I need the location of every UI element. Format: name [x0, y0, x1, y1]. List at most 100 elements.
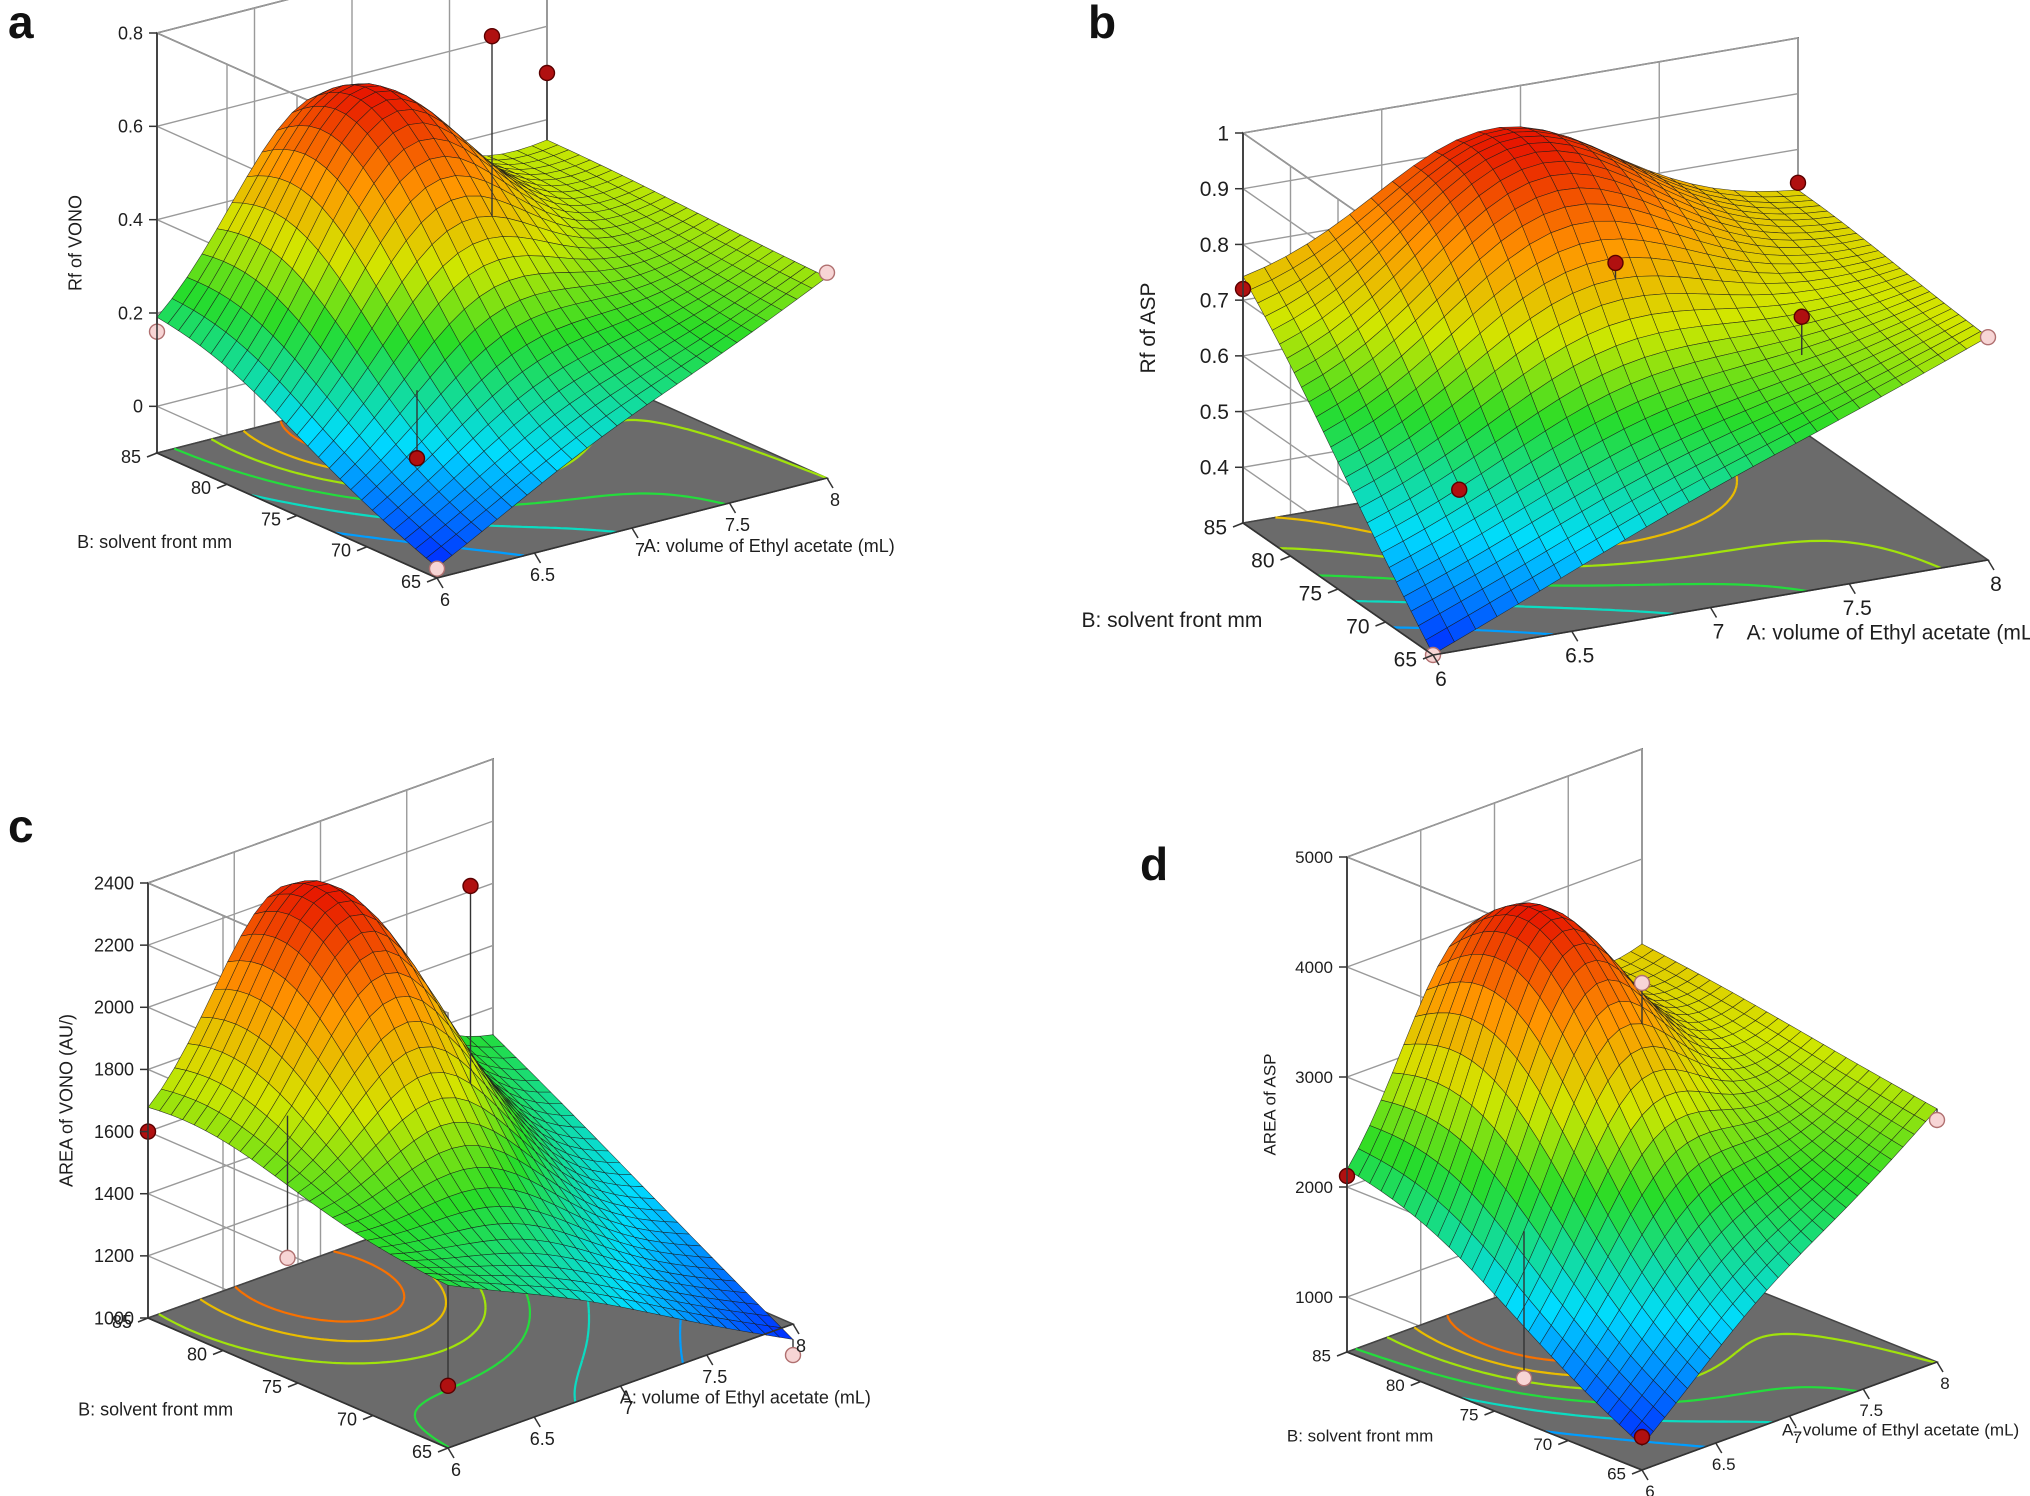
y-tick-mark [1280, 555, 1291, 561]
y-tick-mark [362, 1414, 374, 1421]
design-point-above [439, 1377, 457, 1395]
z-tick-label: 1800 [94, 1060, 134, 1080]
x-tick-label: 8 [796, 1336, 806, 1356]
z-tick-label: 0.6 [118, 117, 143, 137]
x-tick-label: 6 [1645, 1482, 1654, 1496]
x-tick-label: 8 [1940, 1374, 1949, 1393]
x-tick-label: 7.5 [1843, 597, 1872, 620]
design-point-below [1515, 1369, 1533, 1387]
x-tick-label: 6.5 [530, 565, 555, 585]
design-point-above [483, 27, 501, 45]
response-surface [156, 83, 828, 568]
z-tick-label: 5000 [1295, 848, 1333, 867]
x-tick-label: 6 [440, 590, 450, 610]
z-tick-label: 0.8 [118, 23, 143, 43]
y-tick-mark [216, 483, 228, 489]
x-tick-label: 6 [451, 1460, 461, 1480]
x-tick-mark [533, 1416, 541, 1428]
design-point-below [784, 1346, 802, 1364]
y-tick-label: 70 [1533, 1435, 1552, 1454]
y-tick-mark [146, 452, 158, 458]
panel-letter: b [1088, 0, 1116, 48]
panel-d: d1000200030004000500066.577.586570758085… [1140, 747, 2019, 1496]
y-tick-label: 65 [401, 572, 421, 592]
z-tick-label: 0.4 [1200, 457, 1230, 480]
x-tick-label: 7 [635, 540, 645, 560]
y-tick-label: 85 [1204, 517, 1227, 540]
design-point-below [1928, 1111, 1946, 1129]
response-surface [147, 880, 794, 1340]
x-tick-label: 8 [830, 490, 840, 510]
x-axis-label: A: volume of Ethyl acetate (mL) [644, 536, 895, 556]
x-tick-mark [792, 1323, 800, 1335]
y-axis-label: B: solvent front mm [1287, 1427, 1433, 1446]
design-point-above [1451, 481, 1468, 498]
y-tick-mark [1327, 588, 1339, 594]
y-axis-label: B: solvent front mm [78, 1399, 233, 1419]
x-tick-label: 7 [1713, 621, 1725, 644]
y-tick-mark [286, 514, 298, 521]
z-tick-label: 0.5 [1200, 401, 1229, 424]
x-tick-label: 8 [1990, 573, 2002, 596]
y-tick-mark [1631, 1469, 1643, 1475]
y-tick-mark [137, 1317, 149, 1323]
y-tick-mark [212, 1349, 224, 1356]
panel-letter: a [8, 0, 34, 48]
y-tick-label: 85 [1312, 1346, 1331, 1365]
z-tick-label: 1 [1217, 122, 1229, 145]
y-tick-label: 85 [112, 1312, 132, 1332]
x-tick-mark [1936, 1361, 1944, 1373]
x-tick-mark [1848, 583, 1856, 595]
design-point-above [462, 877, 479, 895]
y-tick-mark [1232, 522, 1244, 528]
x-axis-label: A: volume of Ethyl acetate (mL) [1782, 1421, 2019, 1440]
x-tick-label: 6.5 [1565, 644, 1594, 667]
contour-line [1545, 1430, 1706, 1448]
design-point-above [408, 450, 426, 467]
x-tick-mark [436, 577, 444, 589]
z-axis-label: AREA of ASP [1261, 1053, 1280, 1155]
panel-c: c 1000 1200 1400 1600 1800 2000 2200 2400 6 6.5 7 7.… [8, 757, 871, 1480]
response-surface [1242, 126, 1989, 655]
design-points [139, 877, 802, 1395]
y-tick-label: 80 [1386, 1376, 1405, 1395]
z-tick-label: 3000 [1295, 1068, 1333, 1087]
y-tick-mark [356, 546, 368, 552]
z-tick-label: 2000 [94, 998, 134, 1018]
y-tick-label: 65 [412, 1442, 432, 1462]
z-tick-label: 1000 [1295, 1288, 1333, 1307]
x-tick-mark [706, 1354, 714, 1366]
z-tick-label: 0 [133, 397, 143, 417]
x-axis-label: A: volume of Ethyl acetate (mL) [1747, 622, 2030, 645]
z-tick-label: 1200 [94, 1246, 134, 1266]
x-tick-mark [1862, 1388, 1870, 1400]
x-tick-label: 6 [1435, 668, 1447, 691]
x-tick-mark [631, 527, 639, 539]
design-point-below [279, 1249, 296, 1267]
x-tick-label: 6.5 [530, 1429, 555, 1449]
design-point-below [1633, 974, 1651, 992]
x-tick-mark [728, 502, 737, 514]
design-point-above [538, 64, 556, 82]
response-surface [1346, 902, 1938, 1446]
y-tick-label: 75 [261, 509, 281, 529]
y-tick-label: 85 [121, 447, 141, 467]
z-tick-label: 4000 [1295, 958, 1333, 977]
panel-a: a 0 0.2 0.4 0.6 0.8 6 6.5 7 7.5 8 65 70 75 80 85 A: volu… [8, 0, 895, 610]
design-point-below [428, 560, 446, 577]
design-point-above [1633, 1428, 1651, 1446]
y-tick-label: 75 [262, 1377, 282, 1397]
design-point-above [1607, 254, 1624, 272]
z-axis-label: Rf of VONO [65, 195, 85, 291]
y-tick-mark [1336, 1351, 1348, 1357]
y-tick-label: 65 [1607, 1464, 1626, 1483]
x-tick-label: 7.5 [725, 515, 750, 535]
z-tick-label: 2400 [94, 873, 134, 893]
x-tick-mark [533, 552, 542, 564]
y-tick-mark [1484, 1410, 1495, 1416]
design-points [148, 27, 836, 577]
y-axis-label: B: solvent front mm [1082, 609, 1263, 632]
surface-facet [436, 1279, 462, 1288]
y-tick-mark [287, 1382, 299, 1388]
